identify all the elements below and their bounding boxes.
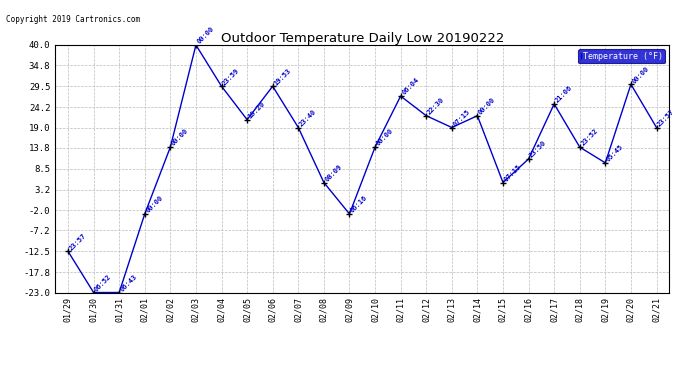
Text: 05:45: 05:45: [605, 144, 624, 163]
Text: 00:00: 00:00: [145, 195, 164, 214]
Text: 23:50: 23:50: [529, 140, 548, 159]
Title: Outdoor Temperature Daily Low 20190222: Outdoor Temperature Daily Low 20190222: [221, 32, 504, 45]
Text: 23:52: 23:52: [580, 128, 599, 147]
Text: Copyright 2019 Cartronics.com: Copyright 2019 Cartronics.com: [6, 15, 140, 24]
Legend: Temperature (°F): Temperature (°F): [578, 49, 665, 63]
Text: 10:20: 10:20: [247, 100, 266, 120]
Text: 07:15: 07:15: [503, 163, 522, 183]
Text: 00:00: 00:00: [375, 128, 394, 147]
Text: 00:00: 00:00: [196, 26, 215, 45]
Text: 06:52: 06:52: [94, 273, 113, 292]
Text: 06:43: 06:43: [119, 273, 139, 292]
Text: 22:30: 22:30: [426, 96, 446, 116]
Text: 00:00: 00:00: [631, 65, 650, 84]
Text: 21:06: 21:06: [554, 85, 573, 104]
Text: 23:40: 23:40: [298, 108, 317, 128]
Text: 06:16: 06:16: [349, 195, 368, 214]
Text: 06:04: 06:04: [401, 77, 420, 96]
Text: 07:15: 07:15: [452, 108, 471, 128]
Text: 23:57: 23:57: [68, 232, 87, 251]
Text: 23:59: 23:59: [221, 67, 241, 86]
Text: 00:00: 00:00: [170, 128, 190, 147]
Text: 00:00: 00:00: [477, 96, 497, 116]
Text: 19:53: 19:53: [273, 67, 292, 86]
Text: 23:57: 23:57: [656, 108, 676, 128]
Text: 08:09: 08:09: [324, 163, 343, 183]
